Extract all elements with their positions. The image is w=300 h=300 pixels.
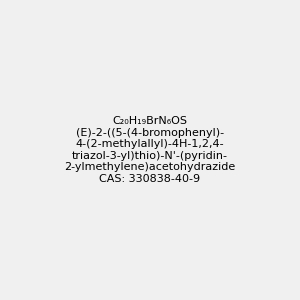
- Text: C₂₀H₁₉BrN₆OS
(E)-2-((5-(4-bromophenyl)-
4-(2-methylallyl)-4H-1,2,4-
triazol-3-yl: C₂₀H₁₉BrN₆OS (E)-2-((5-(4-bromophenyl)- …: [64, 116, 236, 184]
